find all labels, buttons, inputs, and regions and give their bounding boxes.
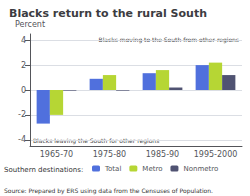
svg-text:Blacks leaving the South for o: Blacks leaving the South for other regio…	[33, 136, 160, 144]
svg-text:Blacks moving to the South fro: Blacks moving to the South from other re…	[99, 36, 239, 44]
svg-text:-4: -4	[18, 135, 26, 144]
svg-text:1965-70: 1965-70	[40, 150, 73, 159]
svg-text:Metro: Metro	[142, 165, 162, 173]
svg-text:Source: Prepared by ERS using: Source: Prepared by ERS using data from …	[4, 187, 213, 195]
svg-text:1985-90: 1985-90	[146, 150, 179, 159]
svg-text:2: 2	[21, 61, 26, 70]
svg-text:Percent: Percent	[15, 20, 45, 29]
svg-text:-2: -2	[18, 110, 26, 119]
svg-text:Southern destinations:: Southern destinations:	[4, 166, 83, 174]
svg-text:Blacks return to the rural Sou: Blacks return to the rural South	[9, 7, 207, 20]
svg-text:Total: Total	[104, 165, 121, 173]
svg-text:1975-80: 1975-80	[93, 150, 126, 159]
svg-text:4: 4	[21, 36, 26, 45]
svg-text:0: 0	[21, 86, 26, 95]
svg-text:Nonmetro: Nonmetro	[183, 165, 218, 173]
svg-text:1995-2000: 1995-2000	[194, 150, 238, 159]
